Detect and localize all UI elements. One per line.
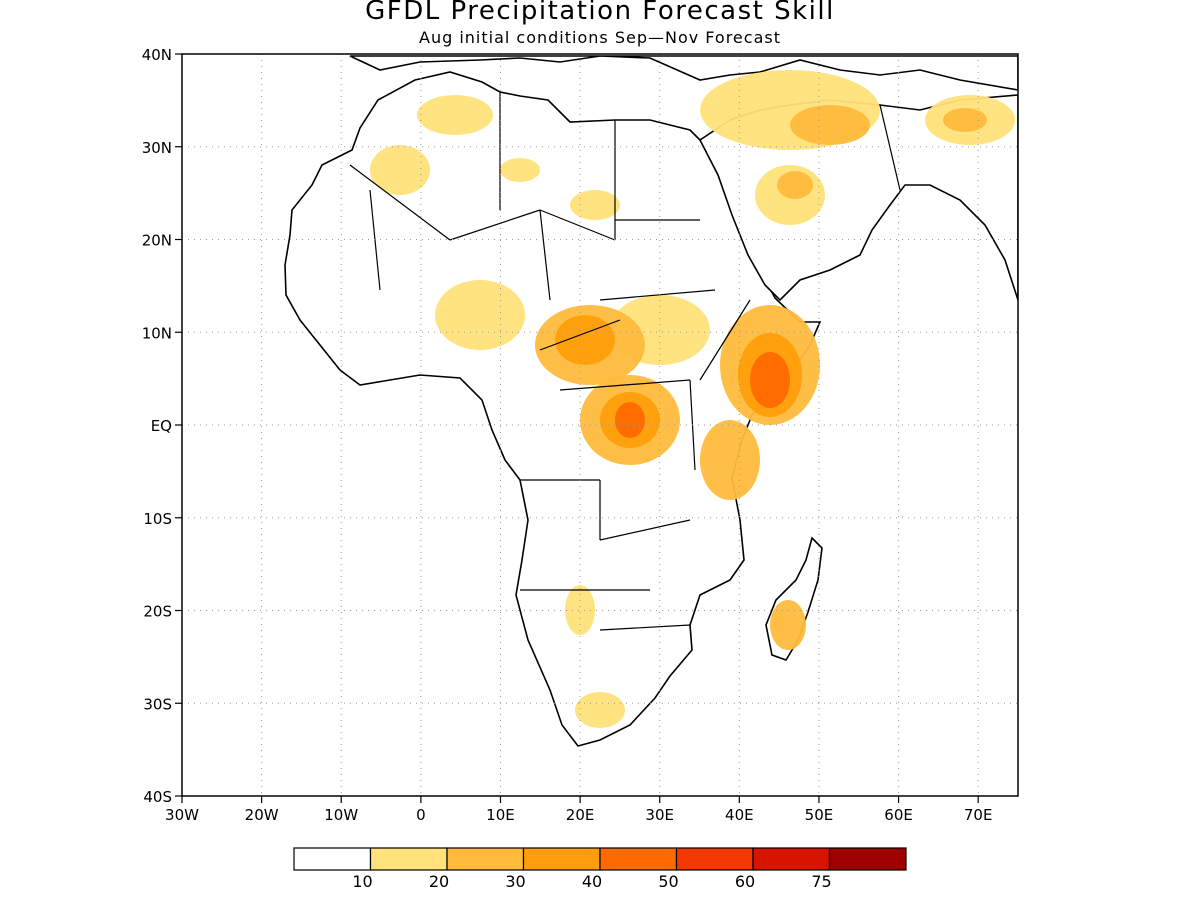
colorbar-swatch (752, 847, 831, 871)
x-tick-label: 60E (884, 806, 913, 824)
europe-landmass (349, 55, 1018, 91)
colorbar-swatch (369, 847, 448, 871)
y-tick-label: 10N (142, 324, 172, 342)
x-tick-label: 30W (165, 806, 199, 824)
colorbar-swatch (675, 847, 754, 871)
colorbar-label: 40 (582, 872, 602, 891)
colorbar-label: 60 (735, 872, 755, 891)
colorbar-swatch (828, 847, 907, 871)
x-tick-label: 50E (805, 806, 834, 824)
colorbar-label: 30 (505, 872, 525, 891)
y-tick-label: 40S (143, 788, 172, 806)
colorbar-swatch (446, 847, 525, 871)
colorbar-label: 10 (352, 872, 372, 891)
colorbar-label: 50 (658, 872, 678, 891)
x-tick-label: 0 (416, 806, 426, 824)
y-tick-label: EQ (151, 417, 172, 435)
y-tick-label: 30N (142, 139, 172, 157)
colorbar: 10 20 30 40 50 60 75 (293, 847, 907, 891)
y-tick-label: 10S (143, 510, 172, 528)
colorbar-swatch (293, 847, 372, 871)
x-tick-label: 10W (324, 806, 358, 824)
africa-landmass (284, 71, 822, 747)
x-tick-label: 30E (645, 806, 674, 824)
colorbar-label: 20 (429, 872, 449, 891)
y-tick-label: 20N (142, 232, 172, 250)
x-tick-label: 40E (725, 806, 754, 824)
y-tick-label: 30S (143, 695, 172, 713)
x-tick-label: 20W (245, 806, 279, 824)
skill-shading (370, 70, 1015, 728)
x-axis: 30W 20W 10W 0 10E 20E 30E 40E 50E 60E 70E (165, 796, 992, 824)
y-tick-label: 20S (143, 603, 172, 621)
y-tick-label: 40N (142, 46, 172, 64)
x-tick-label: 10E (486, 806, 515, 824)
colorbar-label: 75 (811, 872, 831, 891)
x-tick-label: 20E (566, 806, 595, 824)
y-axis: 40N 30N 20N 10N EQ 10S 20S 30S 40S (142, 46, 182, 806)
colorbar-swatch (599, 847, 678, 871)
colorbar-swatch (522, 847, 601, 871)
map-title: GFDL Precipitation Forecast Skill (365, 0, 835, 26)
x-tick-label: 70E (964, 806, 993, 824)
map-subtitle: Aug initial conditions Sep—Nov Forecast (419, 28, 781, 47)
